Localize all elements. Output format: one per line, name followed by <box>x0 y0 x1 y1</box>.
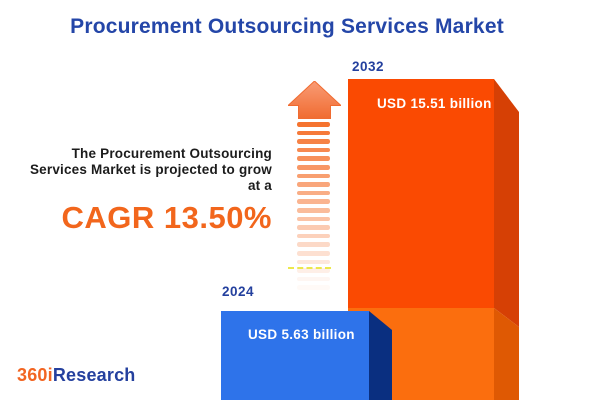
bar-2024-value: USD 5.63 billion <box>248 327 355 342</box>
arrow-dash <box>297 259 330 265</box>
arrow-dash <box>297 225 330 230</box>
cagr-value: CAGR 13.50% <box>61 200 272 235</box>
arrow-dash <box>297 251 330 256</box>
arrow-dash <box>297 182 330 187</box>
360iresearch-logo: 360iResearch <box>17 365 136 386</box>
bar-2024: USD 5.63 billion <box>221 311 392 400</box>
arrow-dash <box>297 285 330 290</box>
description-line-2: Services Market is projected to grow <box>29 162 272 177</box>
description-line-1: The Procurement Outsourcing <box>71 146 272 161</box>
bar-2024-side-face <box>369 311 392 400</box>
arrow-dash <box>297 216 330 222</box>
arrow-dash <box>297 233 330 239</box>
logo-prefix: 360i <box>17 365 53 385</box>
arrow-dash <box>297 173 330 179</box>
year-label-2024: 2024 <box>222 284 255 299</box>
arrow-dash <box>297 242 330 247</box>
description-line-3: at a <box>247 178 272 193</box>
arrow-dash <box>297 165 330 170</box>
arrow-dash <box>297 268 330 273</box>
arrow-dash <box>297 122 330 127</box>
arrow-dash-trail <box>297 122 330 294</box>
arrow-dash <box>297 139 330 144</box>
arrow-dash <box>297 190 330 196</box>
logo-suffix: Research <box>52 365 136 385</box>
arrow-dash <box>297 147 330 153</box>
arrow-dash <box>297 130 330 136</box>
arrow-dash <box>297 208 330 213</box>
description-text: The Procurement Outsourcing Services Mar… <box>0 146 272 194</box>
arrow-up-icon <box>288 81 341 119</box>
arrow-dash <box>297 156 330 161</box>
bar-2032-side-face <box>494 79 519 400</box>
year-label-2032: 2032 <box>352 59 385 74</box>
bar-2032-value: USD 15.51 billion <box>377 96 492 111</box>
page-title: Procurement Outsourcing Services Market <box>70 15 504 38</box>
bar-2024-front <box>221 311 369 400</box>
arrow-dash <box>297 276 330 282</box>
bar-2032-front-top <box>348 79 494 308</box>
arrow-dash <box>297 199 330 204</box>
growth-arrow <box>288 81 341 293</box>
yellow-dashed-line <box>288 267 331 269</box>
